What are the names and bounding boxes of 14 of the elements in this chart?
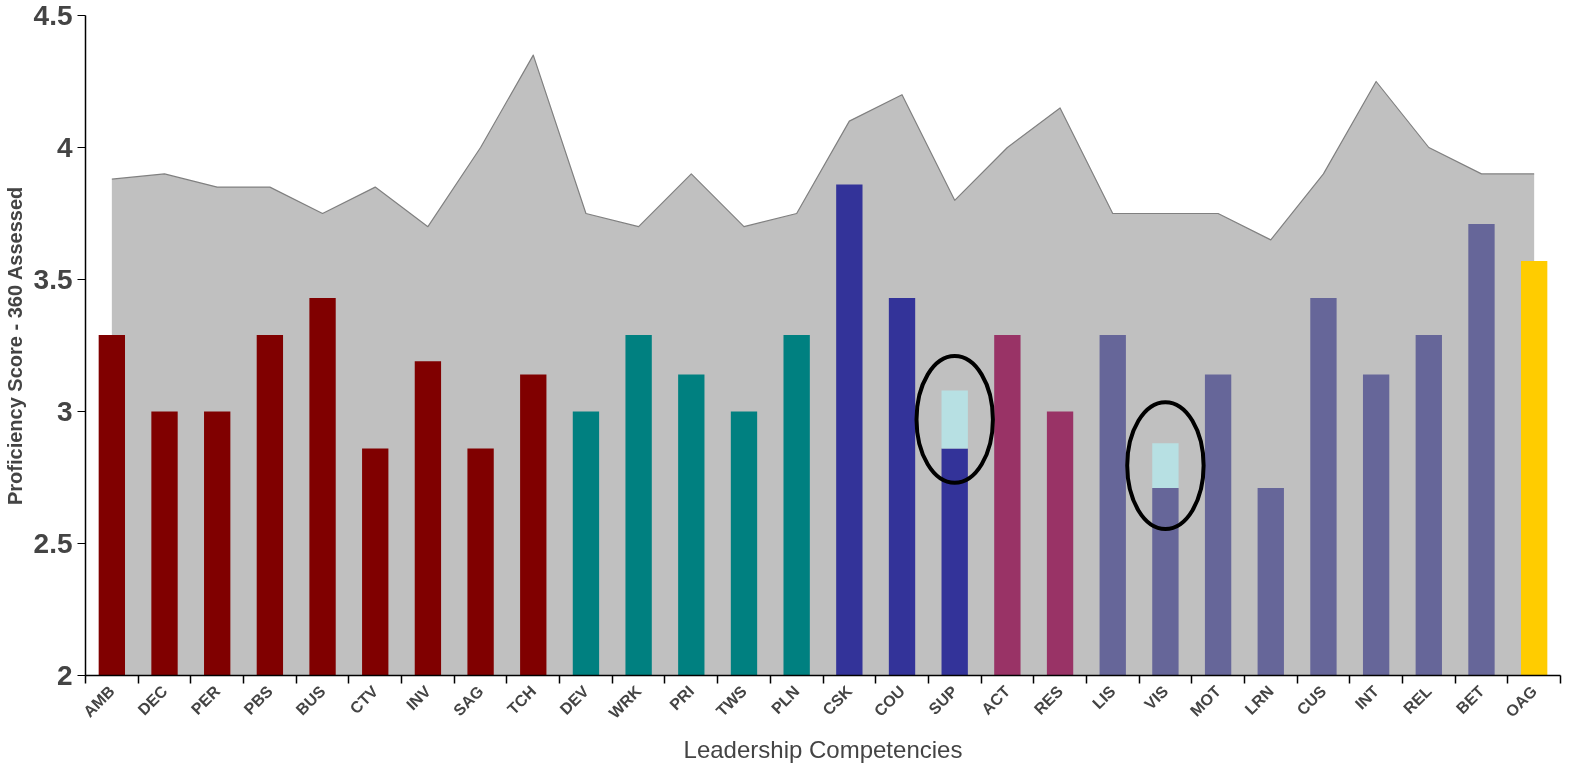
x-axis-title: Leadership Competencies <box>683 735 963 763</box>
y-tick-label: 3.5 <box>33 264 73 295</box>
x-tick-label: INV <box>403 682 435 714</box>
y-tick-label: 3 <box>56 396 73 427</box>
x-tick-label: LIS <box>1089 682 1119 713</box>
y-tick-label: 2.5 <box>33 528 73 559</box>
x-tick-label: VIS <box>1141 682 1172 713</box>
y-tick-label: 4.5 <box>33 0 73 31</box>
x-tick-label: REL <box>1400 682 1435 718</box>
x-tick-label: PRI <box>666 682 698 714</box>
x-tick-label: INT <box>1351 682 1383 713</box>
y-tick-label: 2 <box>56 660 73 691</box>
y-axis-title: Proficiency Score - 360 Assessed <box>3 186 26 506</box>
y-tick-label: 4 <box>56 132 73 163</box>
